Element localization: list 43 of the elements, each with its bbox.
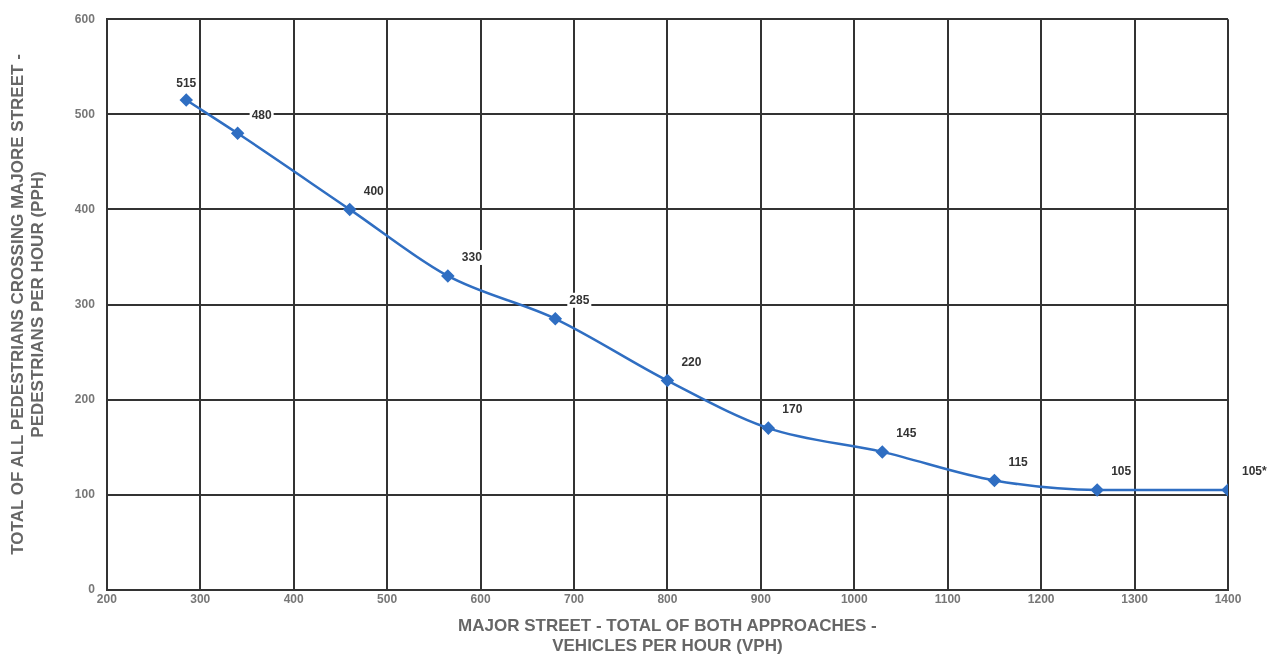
x-tick-label: 500 (377, 592, 398, 607)
data-label: 105* (1242, 464, 1268, 479)
data-label: 105 (1111, 464, 1132, 479)
y-tick-label: 400 (74, 201, 96, 216)
x-tick-label: 900 (750, 592, 772, 607)
y-axis-title: TOTAL OF ALL PEDESTRIANS CROSSING MAJORE STREET - PEDESTRIANS PER HOUR (PPH) (7, 54, 48, 555)
y-tick-label: 0 (88, 582, 96, 597)
data-label: 330 (461, 250, 483, 265)
point (179, 93, 193, 107)
x-tick-label: 1100 (934, 592, 962, 607)
y-tick-label: 500 (74, 106, 96, 121)
data-label: 170 (782, 402, 803, 417)
x-tick-label: 1000 (840, 592, 868, 607)
point (1090, 483, 1104, 497)
point (762, 421, 775, 435)
y-tick-label: 100 (74, 487, 96, 502)
y-tick-label: 200 (74, 391, 96, 406)
x-tick-label: 300 (190, 592, 211, 607)
data-label: 145 (896, 426, 917, 441)
point (231, 127, 244, 140)
point (876, 445, 889, 459)
x-tick-label: 1200 (1027, 592, 1055, 607)
x-tick-label: 400 (283, 592, 305, 607)
data-label: 285 (569, 293, 590, 308)
data-label: 480 (251, 107, 272, 122)
x-tick-label: 1400 (1214, 592, 1242, 607)
point (549, 312, 562, 326)
data-label: 515 (176, 76, 197, 91)
x-tick-label: 700 (563, 592, 585, 607)
point (661, 374, 674, 387)
x-tick-label: 800 (657, 592, 678, 607)
data-label: 400 (363, 183, 385, 198)
x-axis-title: MAJOR STREET - TOTAL OF BOTH APPROACHES - VEHICLES PER HOUR (VPH) (458, 616, 877, 656)
x-tick-label: 200 (96, 592, 118, 607)
point (343, 203, 356, 216)
data-label: 115 (1008, 454, 1029, 469)
x-tick-label: 600 (470, 592, 491, 607)
x-tick-label: 1300 (1121, 592, 1149, 607)
y-tick-label: 300 (74, 296, 96, 311)
y-tick-label: 600 (74, 11, 96, 26)
data-label: 220 (681, 354, 702, 369)
point (988, 474, 1001, 487)
point (441, 269, 455, 283)
